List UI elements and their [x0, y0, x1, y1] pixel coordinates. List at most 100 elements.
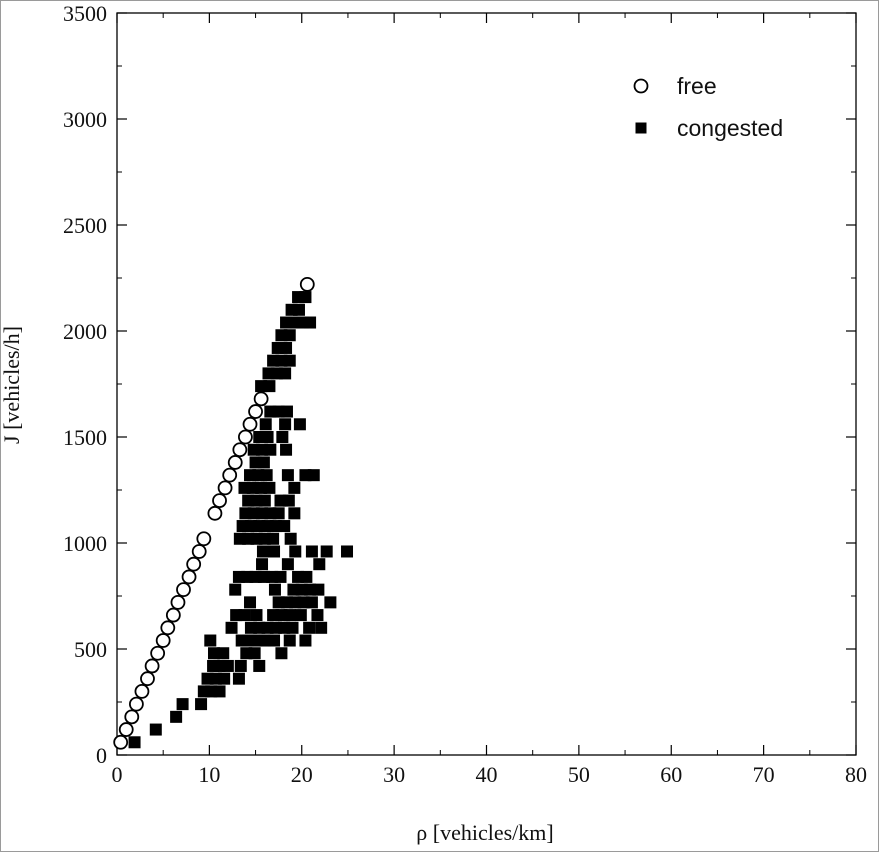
congested-point — [263, 380, 276, 393]
congested-point — [283, 329, 296, 342]
congested-point — [293, 418, 306, 431]
x-tick-label: 50 — [568, 762, 590, 787]
free-point — [181, 569, 197, 585]
congested-point — [252, 469, 265, 482]
congested-point — [274, 570, 287, 583]
y-tick-label: 3000 — [63, 107, 107, 132]
free-point — [170, 594, 186, 610]
congested-point — [260, 469, 273, 482]
free-point — [232, 442, 248, 458]
congested-point — [289, 545, 302, 558]
congested-point — [313, 558, 326, 571]
free-point — [253, 391, 269, 407]
congested-point — [213, 685, 226, 698]
congested-point — [258, 634, 271, 647]
y-tick-label: 2500 — [63, 213, 107, 238]
congested-point — [320, 545, 333, 558]
free-point — [217, 480, 233, 496]
congested-point — [248, 647, 261, 660]
legend: free congested — [633, 73, 783, 141]
free-point — [140, 671, 155, 687]
y-tick-label: 0 — [96, 743, 107, 768]
congested-point — [128, 736, 141, 749]
legend-marker-congested — [635, 122, 647, 134]
congested-point — [250, 609, 263, 622]
congested-point — [221, 659, 234, 672]
free-point — [227, 455, 243, 470]
congested-point — [234, 659, 247, 672]
free-point — [144, 658, 160, 674]
free-point — [155, 633, 171, 648]
congested-point — [207, 647, 220, 660]
congested-point — [170, 710, 183, 723]
congested-point — [256, 545, 269, 558]
free-point — [196, 531, 212, 547]
congested-point — [282, 494, 295, 507]
congested-point — [299, 291, 312, 304]
congested-point — [292, 303, 305, 316]
congested-point — [283, 634, 296, 647]
congested-point — [324, 596, 337, 609]
free-point — [248, 404, 263, 419]
congested-point — [315, 621, 328, 634]
y-tick-label: 1000 — [63, 531, 107, 556]
congested-point — [283, 354, 296, 367]
congested-point — [280, 443, 293, 456]
free-point — [207, 505, 223, 521]
congested-point — [257, 456, 270, 469]
congested-point — [278, 520, 291, 533]
congested-point — [304, 316, 317, 329]
x-tick-label: 40 — [476, 762, 498, 787]
free-point — [176, 582, 191, 598]
x-tick-label: 30 — [383, 762, 405, 787]
congested-point — [176, 698, 189, 711]
x-axis-title: ρ [vehicles/km] — [416, 820, 553, 845]
congested-point — [276, 431, 289, 443]
congested-point — [195, 698, 208, 711]
congested-point — [283, 609, 296, 622]
congested-point — [232, 672, 245, 685]
congested-point — [300, 570, 313, 583]
congested-point — [253, 659, 266, 672]
congested-point — [286, 621, 299, 634]
y-tick-label: 3500 — [63, 1, 107, 26]
free-point — [212, 493, 227, 509]
congested-point — [299, 634, 312, 647]
axis-ticks — [116, 12, 857, 756]
congested-point — [281, 469, 294, 482]
congested-point — [280, 341, 293, 354]
congested-point — [275, 647, 288, 660]
congested-point — [268, 634, 281, 647]
congested-point — [284, 532, 297, 545]
congested-point — [303, 621, 316, 634]
congested-point — [149, 723, 162, 736]
congested-point — [255, 481, 268, 494]
x-tick-label: 80 — [845, 762, 867, 787]
congested-point — [261, 431, 274, 443]
congested-point — [288, 481, 301, 494]
free-point — [191, 544, 207, 559]
congested-point — [244, 596, 257, 609]
congested-point — [268, 583, 281, 596]
x-tick-label: 10 — [198, 762, 220, 787]
congested-point — [288, 507, 301, 520]
free-point — [134, 684, 150, 699]
free-point — [238, 429, 253, 445]
congested-point — [229, 583, 242, 596]
congested-point — [280, 405, 293, 418]
free-point — [113, 734, 129, 750]
free-point — [242, 416, 258, 432]
free-point — [128, 696, 144, 712]
congested-point — [311, 609, 324, 622]
free-point — [160, 620, 176, 636]
free-point — [124, 709, 140, 725]
congested-point — [258, 494, 271, 507]
free-point — [299, 276, 315, 292]
congested-point — [305, 545, 318, 558]
plot-area — [116, 12, 857, 756]
axis-tick-labels: 0 10 20 30 40 50 60 70 80 0 500 1000 1500 2000 2500 300… — [63, 1, 867, 787]
congested-point — [307, 469, 320, 482]
congested-point — [312, 583, 325, 596]
congested-point — [305, 596, 318, 609]
y-axis-title: J [vehicles/h] — [0, 326, 24, 444]
